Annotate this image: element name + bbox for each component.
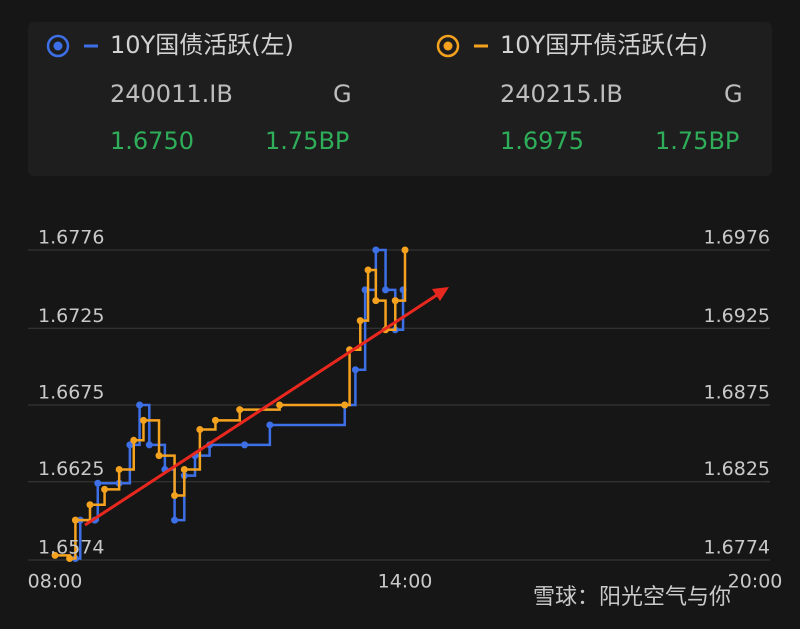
legend-icon-dot bbox=[443, 41, 453, 51]
point bbox=[356, 317, 364, 325]
point bbox=[71, 516, 79, 524]
point bbox=[171, 516, 179, 524]
quote-change: 1.75BP bbox=[265, 127, 349, 155]
point bbox=[130, 436, 138, 444]
y-tick-label: 1.6675 bbox=[38, 382, 104, 404]
point bbox=[180, 465, 188, 473]
y2-tick-label: 1.6925 bbox=[704, 305, 770, 327]
point bbox=[126, 441, 134, 449]
point bbox=[364, 266, 372, 274]
point bbox=[341, 401, 349, 409]
legend-icon bbox=[46, 34, 70, 58]
point bbox=[276, 401, 284, 409]
point bbox=[136, 401, 144, 409]
point bbox=[66, 554, 74, 562]
y2-tick-label: 1.6825 bbox=[704, 458, 770, 480]
point bbox=[86, 501, 94, 509]
y-tick-label: 1.6725 bbox=[38, 305, 104, 327]
point bbox=[382, 286, 390, 294]
y2-tick-label: 1.6774 bbox=[704, 537, 770, 559]
x-tick-label: 20:00 bbox=[728, 571, 783, 593]
legend-label: 10Y国开债活跃(右) bbox=[500, 31, 708, 59]
quote-code: 240011.IB bbox=[110, 80, 233, 108]
y-tick-label: 1.6776 bbox=[38, 227, 104, 249]
x-tick-label: 08:00 bbox=[28, 571, 83, 593]
legend-label: 10Y国债活跃(左) bbox=[110, 31, 294, 59]
legend-icon-dot bbox=[53, 41, 63, 51]
point bbox=[94, 479, 102, 487]
point bbox=[401, 246, 409, 254]
point bbox=[266, 421, 274, 429]
quote-panel bbox=[28, 22, 772, 176]
point bbox=[171, 492, 179, 500]
quote-grade: G bbox=[333, 80, 352, 108]
x-tick-label: 14:00 bbox=[378, 571, 433, 593]
point bbox=[196, 426, 204, 434]
quote-price: 1.6975 bbox=[500, 127, 584, 155]
y-tick-label: 1.6625 bbox=[38, 458, 104, 480]
trend-arrow bbox=[84, 291, 441, 527]
point bbox=[391, 297, 399, 305]
point bbox=[372, 297, 380, 305]
quote-grade: G bbox=[724, 80, 743, 108]
point bbox=[145, 441, 153, 449]
point bbox=[236, 406, 244, 414]
watermark: 雪球：阳光空气与你 bbox=[533, 585, 731, 610]
legend-icon bbox=[436, 34, 460, 58]
point bbox=[115, 465, 123, 473]
plot bbox=[28, 246, 770, 562]
point bbox=[139, 416, 147, 424]
y2-tick-label: 1.6875 bbox=[704, 382, 770, 404]
y-tick-label: 1.6574 bbox=[38, 537, 104, 559]
point bbox=[155, 452, 163, 460]
point bbox=[211, 416, 219, 424]
y2-tick-label: 1.6976 bbox=[704, 227, 770, 249]
trend-arrow-head bbox=[432, 287, 449, 301]
point bbox=[241, 441, 249, 449]
quote-code: 240215.IB bbox=[500, 80, 623, 108]
point bbox=[372, 246, 380, 254]
point bbox=[351, 366, 359, 374]
point bbox=[101, 485, 109, 493]
quote-change: 1.75BP bbox=[655, 127, 739, 155]
quote-price: 1.6750 bbox=[110, 127, 194, 155]
point bbox=[51, 551, 59, 559]
